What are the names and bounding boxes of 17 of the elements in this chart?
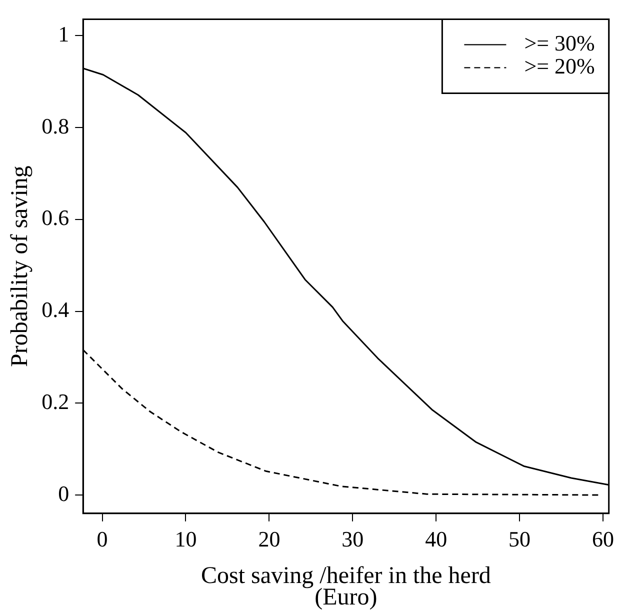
x-tick-label: 50 — [508, 526, 531, 552]
x-tick-label: 60 — [592, 526, 614, 552]
x-tick-label: 0 — [96, 526, 108, 552]
y-tick-label: 0.2 — [42, 388, 70, 414]
y-tick-label: 0.8 — [42, 113, 70, 138]
legend-label: >= 20% — [524, 53, 595, 78]
x-tick-label: 40 — [425, 526, 448, 552]
x-tick-label: 10 — [174, 526, 197, 552]
y-tick-label: 0.4 — [42, 297, 70, 322]
y-tick-label: 0 — [58, 480, 70, 506]
x-axis-title: Cost saving /heifer in the herd (Euro) — [201, 562, 491, 610]
legend-label: >= 30% — [524, 30, 595, 56]
x-tick-label: 20 — [258, 526, 280, 552]
x-tick-label: 30 — [342, 526, 364, 552]
y-axis-title: Probability of saving — [7, 166, 34, 367]
y-tick-label: 1 — [58, 22, 70, 47]
y-tick-label: 0.6 — [42, 205, 70, 230]
